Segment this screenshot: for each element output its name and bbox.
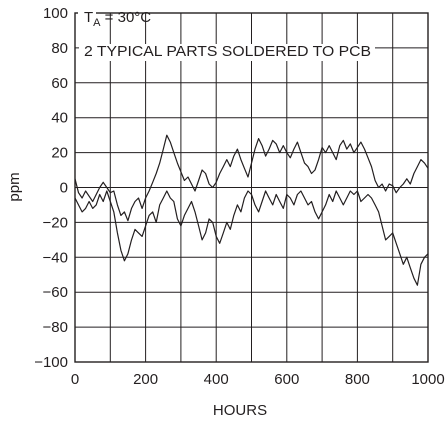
y-tick-label: −40 [43,249,68,266]
x-axis-label: HOURS [213,402,267,419]
y-tick-label: 60 [51,75,68,92]
annotation-subscript: A [93,17,101,29]
grid [74,12,429,363]
annotation-line2: 2 TYPICAL PARTS SOLDERED TO PCB [84,43,371,60]
series-line-1 [74,134,429,222]
series-line-2 [74,190,429,286]
y-tick-label: 80 [51,40,68,57]
tick-labels: 0 200 400 600 800 1000100806040200−20−40−60−8… [34,5,444,388]
annotation-line1-bg [78,9,96,25]
x-tick-label: 200 [133,371,158,388]
y-tick-label: −100 [34,354,68,371]
y-tick-label: −20 [43,214,68,231]
x-tick-label: 600 [274,371,299,388]
x-tick-label: 1000 [411,371,444,388]
x-tick-label: 400 [204,371,229,388]
y-tick-label: −80 [43,319,68,336]
annotation-t: T [84,9,93,26]
y-axis-label: ppm [6,172,23,201]
annotation: TA = 30°C 2 TYPICAL PARTS SOLDERED TO PC… [78,9,375,61]
y-tick-label: 100 [43,5,68,22]
plot-frame [74,12,429,363]
y-tick-label: 40 [51,110,68,127]
x-tick-label: 800 [345,371,370,388]
series-layer [74,134,429,286]
y-tick-label: −60 [43,284,68,301]
y-tick-label: 20 [51,145,68,162]
y-tick-label: 0 [60,180,68,197]
annotation-condition: = 30°C [101,9,152,26]
annotation-line2-bg [79,44,375,61]
annotation-line1: TA = 30°C [84,9,151,29]
x-tick-label: 0 [71,371,79,388]
